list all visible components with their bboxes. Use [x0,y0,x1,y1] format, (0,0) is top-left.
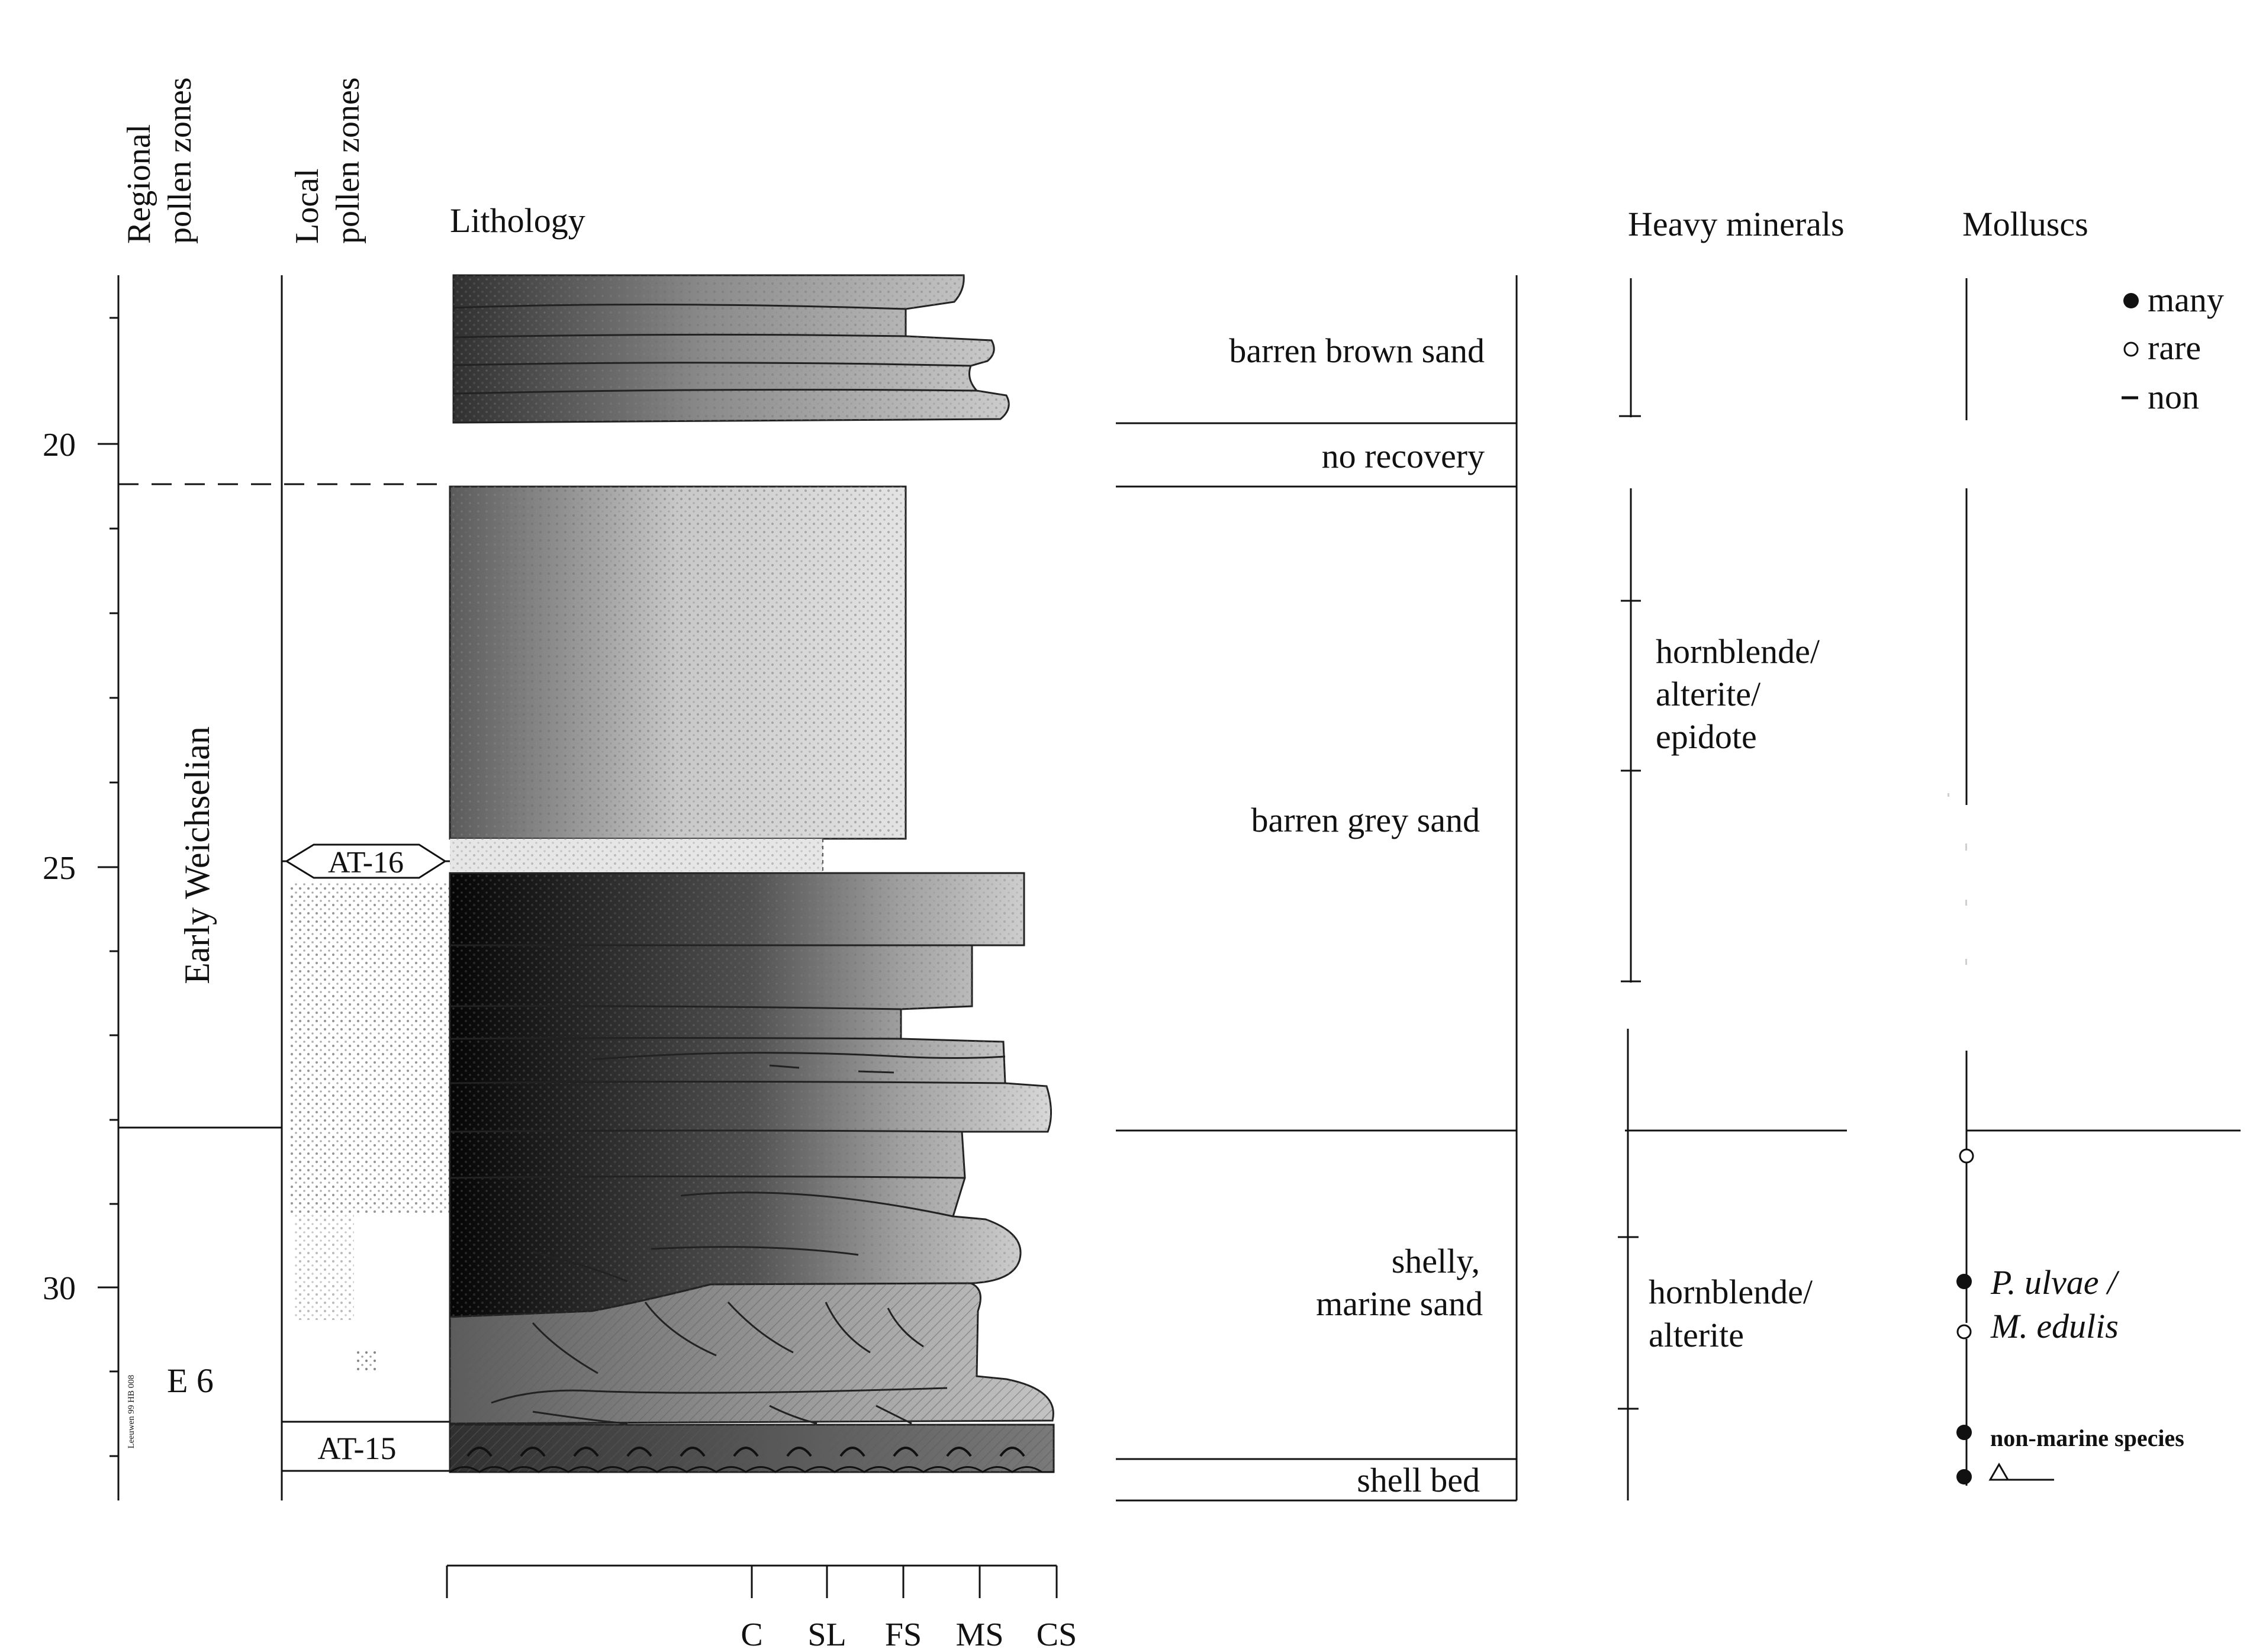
header-molluscs: Molluscs [1962,205,2088,243]
molluscs-faint-marks [1948,793,1967,965]
description-shelly-line1: shelly, [1392,1242,1480,1280]
grain-size-scale [446,1564,1058,1598]
depth-axis [98,275,120,1500]
heavy-minerals-label-2: hornblende/ [1649,1273,1813,1311]
local-zone-label-at16: AT-16 [328,846,404,880]
mollusc-many-marker [1956,1469,1972,1484]
legend-rare-label: rare [2148,329,2201,367]
header-local-line2: pollen zones [330,78,366,244]
local-zone-pollen-speckle [290,882,450,1213]
molluscs-axis [1965,278,2241,1486]
depth-tick-label: 30 [43,1270,76,1307]
description-shelly-line2: marine sand [1316,1284,1483,1323]
mollusc-rare-marker [1959,1148,1974,1164]
grain-size-label: C [741,1616,762,1652]
depth-tick-label: 20 [43,427,76,463]
shell-symbols [466,1447,1025,1457]
shell-bed-wavy-edge [449,1466,1054,1473]
description-no-recovery: no recovery [1322,437,1485,475]
heavy-minerals-label-1: alterite/ [1656,675,1761,713]
header-regional-line2: pollen zones [162,78,198,244]
header-heavy-minerals: Heavy minerals [1628,205,1845,243]
mollusc-species-label-a: P. ulvae / [1990,1263,2120,1302]
nonmarine-triangle-marker [1988,1462,2010,1481]
header-regional-line1: Regional [121,124,157,244]
regional-zone-label-early-weichselian: Early Weichselian [178,726,217,984]
grain-size-label: MS [956,1616,1004,1652]
mollusc-nonmarine-label: non-marine species [1990,1425,2184,1451]
header-local-line1: Local [289,169,326,244]
header-lithology: Lithology [450,201,585,240]
legend-many-icon [2123,293,2139,308]
description-shell-bed: shell bed [1357,1461,1480,1499]
local-zone-label-at15: AT-15 [317,1431,396,1466]
grain-size-label: FS [885,1616,922,1652]
description-barren-brown-sand: barren brown sand [1229,331,1485,370]
heavy-minerals-label-1: hornblende/ [1656,632,1820,671]
grain-size-label: SL [807,1616,846,1652]
mollusc-species-label-b: M. edulis [1990,1307,2119,1345]
lithology-column [449,274,1055,1473]
mollusc-rare-marker [1956,1324,1972,1339]
depth-tick-label: 25 [43,850,76,887]
legend-rare-icon [2123,342,2139,357]
legend-non-label: non [2148,378,2199,416]
heavy-minerals-axis [1618,278,1847,1500]
legend-many-label: many [2148,281,2224,319]
zone-columns [118,275,450,1500]
heavy-minerals-label-1: epidote [1656,717,1757,756]
regional-zone-label-e6: E 6 [167,1361,214,1400]
description-barren-grey-sand: barren grey sand [1251,801,1480,839]
mollusc-many-marker [1956,1274,1972,1289]
local-zone-pollen-speckle [295,1213,354,1320]
heavy-minerals-label-2: alterite [1649,1316,1744,1354]
mollusc-many-marker [1956,1425,1972,1440]
local-zone-pollen-speckle [357,1351,377,1371]
description-column [1116,275,1518,1502]
grain-size-label: CS [1037,1616,1077,1652]
credit-text: Leeuwen 99 HB 008 [127,1375,136,1449]
